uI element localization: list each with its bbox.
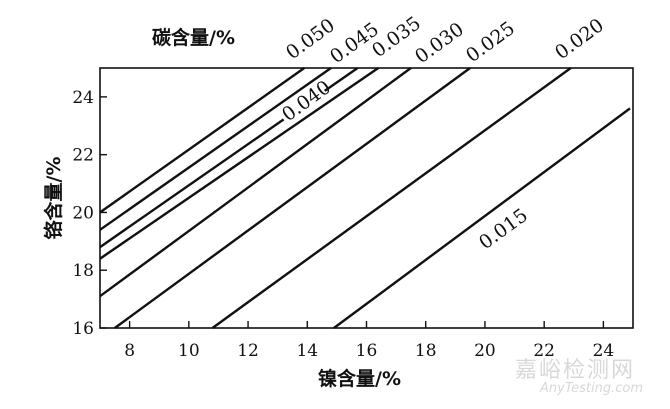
x-tick-label: 12 bbox=[237, 341, 259, 361]
x-tick-label: 22 bbox=[533, 341, 555, 361]
x-tick-label: 24 bbox=[593, 341, 615, 361]
y-tick-label: 20 bbox=[72, 203, 94, 223]
plot-frame bbox=[99, 67, 634, 329]
x-tick-label: 20 bbox=[474, 341, 496, 361]
x-axis-title: 镍含量/% bbox=[318, 367, 401, 390]
series-label-bg bbox=[276, 80, 330, 128]
series-label-0-020: 0.020 bbox=[551, 14, 608, 64]
series-lines bbox=[99, 67, 631, 329]
series-label-0-015: 0.015 bbox=[475, 204, 532, 254]
series-line-0-045 bbox=[99, 67, 332, 231]
chart-title: 碳含量/% bbox=[152, 26, 235, 49]
y-tick-label: 24 bbox=[72, 88, 94, 108]
series-line-0-025 bbox=[114, 67, 471, 329]
y-tick-label: 16 bbox=[72, 319, 94, 339]
y-tick-label: 18 bbox=[72, 261, 94, 281]
y-tick-label: 22 bbox=[72, 146, 94, 166]
x-tick-label: 8 bbox=[124, 341, 135, 361]
series-line-0-050 bbox=[99, 67, 305, 214]
y-axis-title: 铬含量/% bbox=[42, 157, 65, 240]
watermark-en: AnyTesting.com bbox=[540, 381, 644, 396]
x-axis-ticks: 8 10 12 14 16 18 20 22 24 bbox=[124, 321, 614, 361]
x-tick-label: 10 bbox=[178, 341, 200, 361]
y-axis-ticks: 16 18 20 22 24 bbox=[72, 88, 107, 339]
watermark-cn: 嘉峪检测网 bbox=[515, 358, 636, 383]
x-tick-label: 14 bbox=[296, 341, 318, 361]
series-label-0-025: 0.025 bbox=[462, 17, 519, 67]
x-tick-label: 18 bbox=[415, 341, 437, 361]
series-line-0-020 bbox=[211, 67, 572, 329]
series-line-0-030 bbox=[99, 67, 412, 298]
x-tick-label: 16 bbox=[356, 341, 378, 361]
series-line-0-015 bbox=[333, 107, 631, 329]
series-line-0-035 bbox=[99, 67, 379, 260]
